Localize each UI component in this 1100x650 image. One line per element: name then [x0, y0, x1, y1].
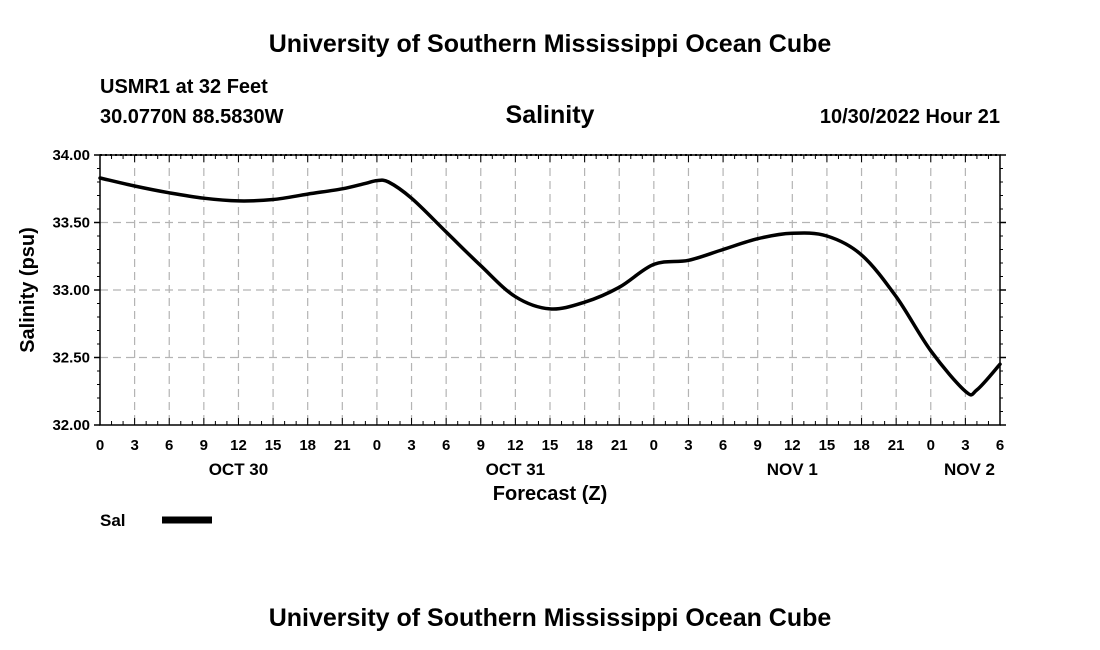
x-tick-label: 6 [442, 437, 450, 454]
x-tick-label: 18 [299, 437, 316, 454]
forecast-timestamp: 10/30/2022 Hour 21 [819, 106, 1000, 128]
x-tick-label: 15 [819, 437, 836, 454]
x-axis-title: Forecast (Z) [493, 483, 607, 505]
x-tick-label: 3 [130, 437, 138, 454]
x-tick-label: 9 [754, 437, 762, 454]
y-axis-title: Salinity (psu) [17, 227, 39, 353]
y-tick-label: 33.50 [52, 215, 90, 232]
x-tick-label: 9 [200, 437, 208, 454]
grid-lines [100, 155, 1000, 425]
x-tick-label: 18 [576, 437, 593, 454]
legend-label: Sal [100, 511, 126, 530]
day-label: OCT 30 [209, 460, 269, 479]
salinity-series-line [98, 176, 1002, 397]
day-label: OCT 31 [486, 460, 546, 479]
x-tick-label: 3 [684, 437, 692, 454]
plot-frame [99, 154, 1001, 426]
x-tick-label: 12 [230, 437, 247, 454]
x-tick-label: 3 [407, 437, 415, 454]
x-tick-label: 18 [853, 437, 870, 454]
day-label: NOV 1 [767, 460, 818, 479]
x-tick-label: 12 [784, 437, 801, 454]
footer-title: University of Southern Mississippi Ocean… [269, 604, 832, 632]
day-labels: OCT 30 OCT 31 NOV 1 NOV 2 [209, 460, 995, 479]
x-tick-label: 12 [507, 437, 524, 454]
x-tick-label: 21 [334, 437, 351, 454]
x-tick-labels: 0 3 6 9 12 15 18 21 0 3 6 9 12 15 18 21 0 3 6 9 12 15 18 21 0 3 6 [96, 437, 1004, 454]
x-tick-label: 0 [373, 437, 381, 454]
y-tick-label: 32.50 [52, 350, 90, 367]
day-label: NOV 2 [944, 460, 995, 479]
x-tick-label: 6 [996, 437, 1004, 454]
page-title: University of Southern Mississippi Ocean… [268, 30, 832, 58]
coordinates-label: 30.0770N 88.5830W [100, 106, 284, 128]
x-tick-label: 6 [719, 437, 727, 454]
y-tick-label: 34.00 [52, 147, 90, 164]
station-label: USMR1 at 32 Feet [100, 76, 268, 98]
x-tick-label: 15 [542, 437, 559, 454]
x-tick-label: 3 [961, 437, 969, 454]
x-tick-label: 0 [96, 437, 104, 454]
x-tick-label: 21 [611, 437, 628, 454]
y-tick-label: 33.00 [52, 282, 90, 299]
y-tick-label: 32.00 [52, 417, 90, 434]
chart-title: Salinity [505, 101, 595, 129]
x-tick-label: 6 [165, 437, 173, 454]
x-tick-label: 9 [477, 437, 485, 454]
x-tick-label: 15 [265, 437, 282, 454]
y-tick-labels: 32.00 32.50 33.00 33.50 34.00 [52, 147, 90, 434]
x-tick-label: 0 [650, 437, 658, 454]
x-tick-label: 0 [927, 437, 935, 454]
x-tick-label: 21 [888, 437, 905, 454]
